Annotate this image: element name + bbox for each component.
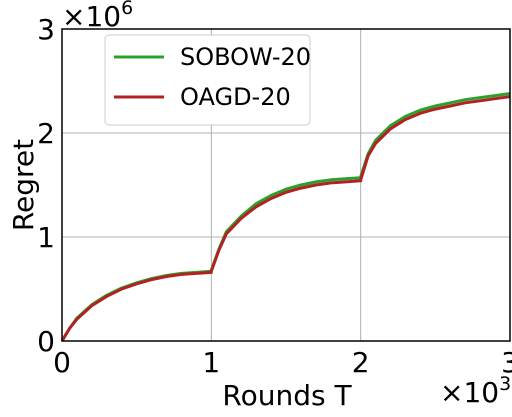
x-tick-labels: 0 1 2 3 — [53, 346, 512, 379]
x-tick-label: 3 — [501, 346, 512, 379]
y-tick-label: 2 — [37, 117, 55, 150]
y-multiplier: ×106 — [62, 0, 133, 33]
x-multiplier-base: ×10 — [440, 376, 499, 409]
x-axis-label: Rounds T — [222, 379, 352, 412]
y-multiplier-base: ×10 — [62, 0, 121, 33]
y-tick-label: 1 — [37, 221, 55, 254]
legend-label-sobow: SOBOW-20 — [180, 43, 311, 71]
x-multiplier: ×103 — [440, 373, 511, 409]
x-tick-label: 0 — [53, 346, 71, 379]
y-axis-label: Regret — [7, 139, 40, 231]
y-tick-label: 0 — [37, 325, 55, 358]
legend-label-oagd: OAGD-20 — [180, 83, 291, 111]
x-tick-label: 1 — [202, 346, 220, 379]
x-tick-label: 2 — [352, 346, 370, 379]
legend: SOBOW-20 OAGD-20 — [104, 34, 311, 126]
y-multiplier-exp: 6 — [121, 0, 133, 19]
y-tick-label: 3 — [37, 13, 55, 46]
series-lines — [60, 92, 511, 342]
series-line-oagd-20 — [60, 95, 511, 342]
x-multiplier-exp: 3 — [499, 373, 511, 395]
plot-frame — [61, 28, 511, 342]
y-tick-labels: 0 1 2 3 — [37, 13, 55, 358]
